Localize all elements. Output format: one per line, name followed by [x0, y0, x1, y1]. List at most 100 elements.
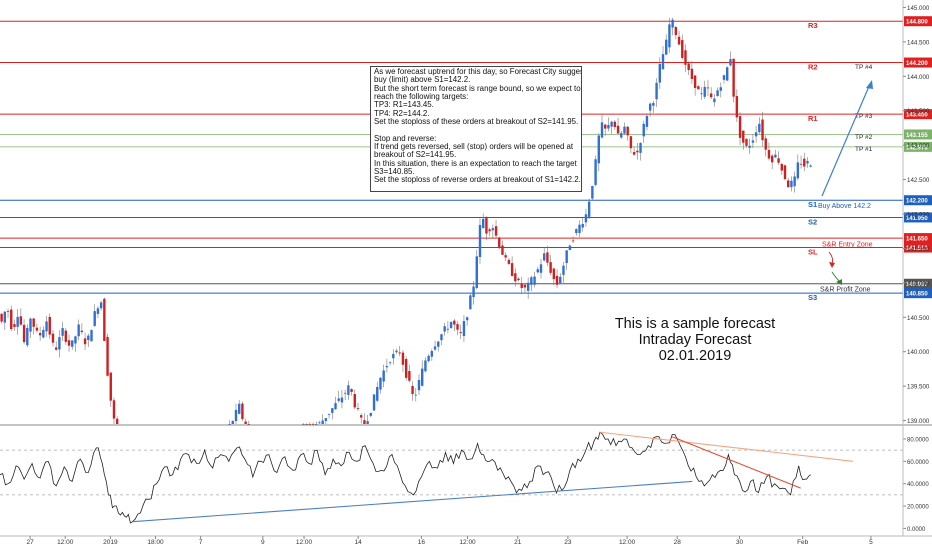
candle-up	[751, 140, 755, 143]
level-price-tag	[904, 242, 932, 253]
candle-down	[546, 252, 549, 263]
candle-down	[411, 386, 414, 395]
candle-up	[790, 180, 793, 188]
candle-down	[51, 333, 55, 343]
candle-up	[347, 385, 350, 395]
candle-up	[58, 337, 61, 350]
candle-down	[571, 240, 575, 242]
candle-down	[629, 136, 633, 149]
candle-down	[632, 152, 636, 155]
candle-up	[655, 82, 658, 100]
candle-down	[510, 263, 514, 276]
candle-up	[321, 420, 324, 424]
candle-up	[99, 302, 103, 309]
candle-up	[472, 286, 475, 298]
candle-up	[382, 370, 385, 382]
candle-down	[80, 330, 84, 333]
candle-down	[48, 316, 51, 335]
candle-up	[392, 353, 395, 359]
candle-up	[530, 277, 533, 285]
rsi-tick-label: 80.0000	[907, 437, 929, 443]
candle-up	[42, 329, 45, 338]
level-price-tag	[904, 57, 932, 68]
candle-up	[87, 335, 90, 341]
level-price-tag-label: 141.650	[906, 236, 928, 242]
candle-down	[549, 262, 552, 273]
candle-up	[700, 93, 703, 95]
candle-up	[395, 350, 398, 353]
candle-up	[478, 224, 482, 258]
time-tick-label: 30	[736, 539, 744, 546]
candle-down	[308, 424, 312, 425]
buy-zone-label: Buy Above 142.2	[818, 203, 871, 210]
candle-down	[363, 420, 366, 424]
candle-up	[758, 123, 761, 133]
candle-up	[16, 316, 19, 327]
candle-down	[488, 229, 491, 232]
candle-up	[774, 154, 777, 158]
level-price-tag-label: 142.975	[906, 145, 928, 151]
candle-up	[584, 214, 588, 223]
candle-up	[469, 295, 472, 310]
candle-up	[388, 362, 392, 364]
candle-up	[424, 360, 427, 372]
candle-down	[504, 255, 507, 258]
candle-up	[796, 162, 800, 179]
time-tick-label: 12:00	[296, 539, 313, 546]
note-line: breakout of S2=141.95.	[374, 150, 457, 160]
rsi-tick-label: 40.0000	[907, 482, 929, 488]
candle-up	[327, 413, 331, 415]
candle-up	[575, 229, 578, 234]
candle-down	[408, 371, 411, 381]
candle-down	[677, 36, 681, 45]
candle-down	[305, 424, 308, 425]
price-tick-label: 141.500	[907, 246, 930, 253]
candle-down	[517, 278, 520, 281]
candle-up	[433, 346, 437, 350]
rsi-tick-label: 60.0000	[907, 460, 929, 466]
price-tick-label: 140.000	[907, 349, 930, 356]
candle-down	[6, 311, 10, 312]
candle-down	[552, 268, 556, 280]
candle-down	[735, 96, 739, 118]
price-tick-label: 141.000	[907, 280, 930, 287]
candle-down	[613, 121, 617, 128]
time-tick-label: 12:00	[459, 539, 476, 546]
candle-up	[526, 282, 530, 291]
candle-up	[658, 63, 661, 83]
candle-up	[465, 317, 469, 321]
note-line: TP4: R2=144.2.	[374, 108, 430, 118]
candle-up	[639, 142, 642, 153]
rsi-tick-label: 20.0000	[907, 505, 929, 511]
level-price-tag	[904, 129, 932, 140]
watermark-line-3: 02.01.2019	[658, 348, 732, 364]
level-price-tag	[904, 278, 932, 289]
candle-up	[231, 420, 234, 424]
candle-down	[0, 313, 3, 322]
candle-down	[13, 324, 16, 327]
annotations-layer: TP #4 TP #3 TP #2 TP #1 Buy Above 142.2 S&R E…	[818, 64, 873, 294]
candle-down	[803, 158, 806, 167]
candle-up	[806, 161, 809, 164]
candle-up	[421, 368, 424, 386]
candle-up	[533, 276, 536, 285]
candle-up	[726, 67, 729, 81]
candle-down	[498, 237, 501, 248]
candle-up	[90, 330, 93, 342]
candle-up	[620, 133, 623, 138]
candle-down	[459, 332, 462, 334]
candle-up	[645, 115, 649, 127]
candle-down	[38, 332, 42, 336]
candle-down	[732, 58, 735, 97]
candle-up	[414, 394, 417, 396]
candle-down	[709, 93, 713, 98]
candle-down	[742, 130, 745, 143]
note-line: As we forecast uptrend for this day, so …	[374, 67, 582, 76]
candle-down	[520, 283, 523, 288]
candle-up	[343, 392, 347, 394]
candle-down	[350, 389, 353, 392]
level-price-tag	[904, 16, 932, 27]
note-line: buy (limit) above S1=142.2.	[374, 75, 471, 85]
candle-down	[19, 316, 23, 325]
